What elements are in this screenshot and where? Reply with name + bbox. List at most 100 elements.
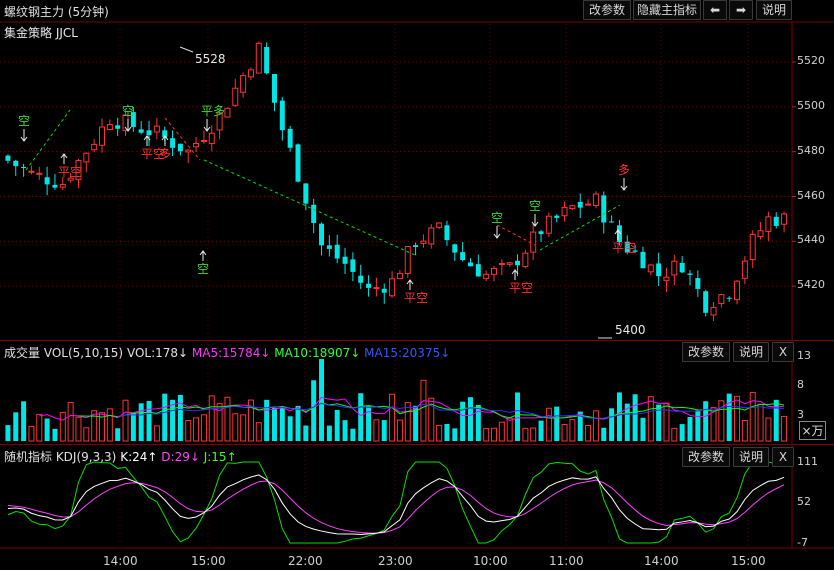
ma-line — [39, 396, 785, 421]
candle-body — [208, 132, 215, 145]
vol-bar — [122, 399, 129, 442]
kdj-params-button[interactable]: 改参数 — [682, 447, 730, 467]
candle-body — [765, 216, 772, 232]
ma10-value: MA10:18907↓ — [274, 346, 361, 360]
vol-bar — [663, 402, 670, 442]
candle-body — [404, 246, 411, 274]
candle-body — [366, 283, 372, 288]
price-tick: 5460 — [797, 188, 825, 202]
kdj-tick: 111 — [797, 455, 818, 468]
vol-params-button[interactable]: 改参数 — [682, 342, 730, 362]
candle-body — [170, 138, 176, 148]
vol-bar — [734, 395, 741, 442]
vol-bar — [255, 422, 262, 442]
time-tick: 15:00 — [191, 554, 226, 568]
signal-label: 空 — [491, 211, 503, 225]
vol-bar — [773, 399, 779, 441]
vol-bar — [373, 419, 380, 442]
j-value: J:15↑ — [203, 450, 237, 464]
candle-body — [193, 142, 200, 148]
vol-bar — [366, 406, 372, 441]
signal-arrow-head — [143, 135, 151, 141]
time-tick: 11:00 — [549, 554, 584, 568]
vol-bar — [475, 405, 481, 441]
candle-body — [396, 273, 403, 280]
candle-body — [592, 193, 599, 207]
signal-label: 平空 — [58, 165, 82, 179]
candle-body — [436, 222, 443, 228]
arrow-right-icon[interactable]: ➡ — [729, 0, 753, 20]
hide-main-indicator-button[interactable]: 隐藏主指标 — [633, 0, 701, 20]
candle-body — [264, 47, 270, 74]
vol-bar — [671, 427, 678, 442]
vol-bar — [91, 410, 98, 442]
vol-tick: 13 — [797, 349, 811, 362]
chart-title: 螺纹钢主力 (5分钟) — [4, 5, 109, 19]
vol-bar — [436, 424, 443, 442]
kdj-tick: -7 — [797, 536, 808, 549]
help-button[interactable]: 说明 — [756, 0, 792, 20]
vol-bar — [44, 418, 50, 441]
candle-body — [389, 278, 396, 297]
candle-body — [703, 291, 709, 313]
candle-body — [413, 245, 419, 248]
candle-body — [153, 125, 160, 133]
time-tick: 22:00 — [288, 554, 323, 568]
vol-bar — [404, 402, 411, 442]
candle-body — [640, 251, 646, 269]
candle-body — [279, 100, 285, 131]
candle-body — [311, 204, 317, 223]
candle-body — [28, 170, 35, 173]
vol-bar — [530, 427, 537, 442]
candle-body — [287, 128, 293, 148]
candle-body — [624, 241, 630, 252]
candle-body — [358, 275, 364, 283]
time-tick: 14:00 — [644, 554, 679, 568]
candle-body — [679, 262, 685, 273]
kdj-close-button[interactable]: X — [772, 447, 794, 467]
signal-arrow-head — [614, 229, 622, 235]
candle-body — [577, 201, 583, 208]
candle-body — [663, 276, 670, 282]
candle-body — [467, 262, 473, 267]
vol-help-button[interactable]: 说明 — [733, 342, 769, 362]
vol-bar — [741, 420, 748, 442]
candle-body — [146, 130, 152, 136]
price-tick: 5520 — [797, 54, 825, 67]
change-params-button[interactable]: 改参数 — [583, 0, 631, 20]
vol-bar — [106, 408, 113, 442]
kdj-help-button[interactable]: 说明 — [733, 447, 769, 467]
vol-bar — [311, 380, 317, 441]
candle-body — [452, 244, 458, 253]
candle-body — [200, 139, 207, 142]
signal-arrow-head — [493, 233, 501, 239]
candle-body — [569, 205, 576, 210]
vol-bar — [326, 425, 332, 441]
vol-bar — [381, 420, 387, 441]
vol-tick: 3 — [797, 408, 804, 421]
candle-body — [561, 206, 568, 217]
candle-body — [498, 263, 505, 266]
vol-bar — [483, 428, 490, 442]
candle-body — [185, 149, 192, 153]
signal-label: 平空 — [509, 281, 533, 295]
candle-body — [271, 73, 277, 103]
vol-bar — [13, 412, 19, 441]
vol-close-button[interactable]: X — [772, 342, 794, 362]
vol-tick: 8 — [797, 378, 804, 391]
arrow-left-icon[interactable]: ⬅ — [703, 0, 727, 20]
vol-bar — [208, 395, 215, 442]
candle-body — [44, 177, 50, 185]
vol-bar — [271, 407, 277, 441]
candle-body — [295, 144, 301, 182]
signal-arrow-head — [406, 279, 414, 285]
ma-line — [78, 401, 785, 419]
vol-bar — [616, 392, 622, 441]
candle-body — [381, 288, 387, 293]
candle-body — [5, 155, 11, 161]
vol-bar — [498, 421, 505, 442]
vol-bar — [687, 417, 693, 441]
vol-bar — [656, 404, 662, 441]
candle-body — [216, 112, 223, 131]
candle-body — [21, 166, 27, 168]
